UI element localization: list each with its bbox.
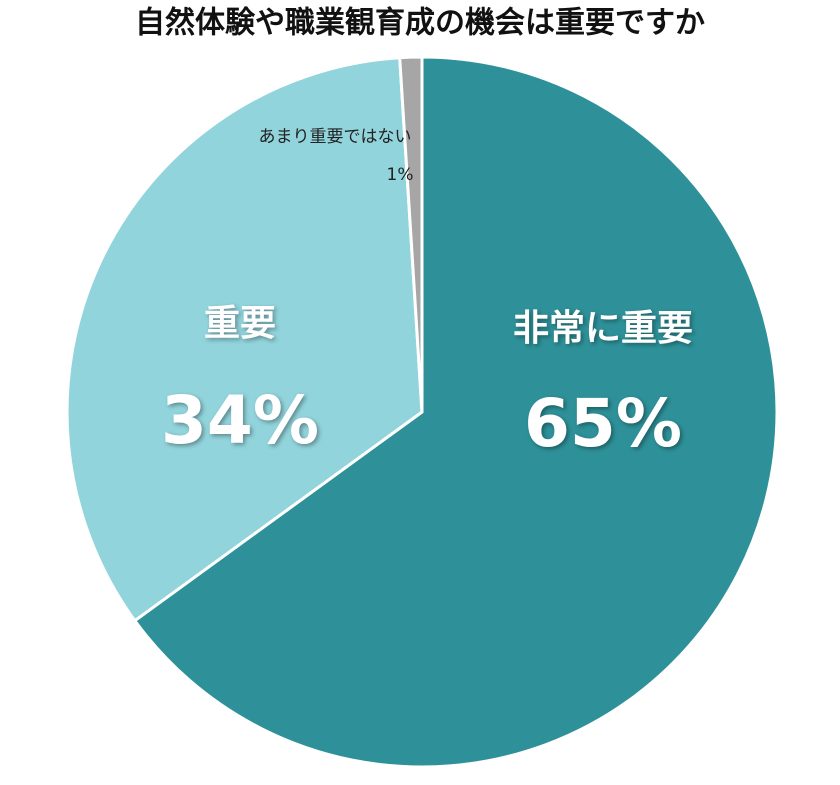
slice-label: 非常に重要 bbox=[513, 308, 693, 349]
value-label: 1% bbox=[387, 165, 414, 185]
slice-label: あまり重要ではない bbox=[259, 127, 412, 147]
slice-label: 重要 bbox=[204, 303, 276, 344]
pie-slice bbox=[398, 55, 424, 413]
chart-title: 自然体験や職業観育成の機会は重要ですか bbox=[135, 6, 705, 41]
pie-slice bbox=[132, 55, 779, 769]
pie-slice bbox=[65, 56, 424, 623]
value-label: 34% bbox=[161, 382, 319, 459]
value-label: 65% bbox=[524, 385, 682, 462]
